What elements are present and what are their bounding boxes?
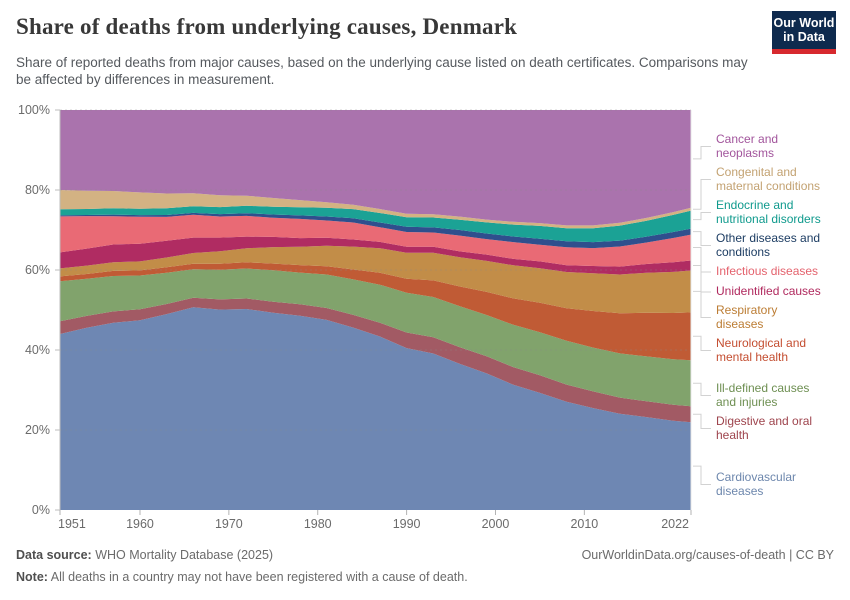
legend-item-illdefined[interactable]: Ill-defined causes and injuries: [716, 381, 848, 409]
area-endocrine[interactable]: [60, 205, 691, 243]
area-respiratory[interactable]: [60, 245, 691, 314]
page-title: Share of deaths from underlying causes, …: [16, 14, 518, 39]
y-tick-label-0: 0%: [31, 503, 50, 517]
chart-legend: Cancer and neoplasms Congenital and materna…: [716, 132, 848, 498]
legend-item-cardiovascular[interactable]: Cardiovascular diseases: [716, 470, 848, 498]
legend-item-cancer[interactable]: Cancer and neoplasms: [716, 132, 848, 160]
legend-connector-cardiovascular: [693, 465, 711, 485]
legend-connector-neurological: [693, 335, 711, 351]
legend-label-line: Ill-defined causes: [716, 381, 810, 395]
legend-label-line: diseases: [716, 483, 764, 498]
area-illdefined[interactable]: [60, 268, 691, 407]
owid-logo: Our World in Data: [772, 11, 836, 54]
legend-label-line: Cardiovascular: [716, 470, 797, 484]
area-neurological[interactable]: [60, 262, 691, 361]
x-tick-label-2010: 2010: [570, 517, 599, 531]
legend-label-line: Infectious diseases: [716, 264, 819, 278]
legend-label-line: mental health: [716, 349, 789, 364]
legend-label-line: Other diseases and: [716, 231, 821, 245]
y-tick-label-20: 20%: [24, 423, 50, 437]
legend-connector-illdefined: [693, 382, 711, 396]
legend-label-line: Digestive and oral: [716, 414, 813, 428]
footer-citation-link[interactable]: OurWorldinData.org/causes-of-death | CC …: [581, 548, 834, 562]
legend-connector-unidentified: [693, 265, 711, 293]
legend-connector-digestive: [693, 413, 711, 429]
owid-logo-line1: Our World: [773, 16, 835, 30]
legend-connector-other: [693, 231, 711, 246]
legend-label-line: Unidentified causes: [716, 283, 821, 298]
footer-datasource: Data source: WHO Mortality Database (202…: [16, 548, 273, 562]
x-tick-label-1960: 1960: [126, 517, 154, 531]
legend-item-neurological[interactable]: Neurological and mental health: [716, 336, 848, 364]
datasource-label: Data source:: [16, 548, 92, 562]
y-tick-label-100: 100%: [18, 103, 50, 117]
x-tick-label-2000: 2000: [481, 517, 510, 531]
legend-connector-congenital: [693, 179, 711, 210]
x-tick-label-2022: 2022: [661, 517, 689, 531]
area-digestive[interactable]: [60, 297, 691, 423]
legend-item-endocrine[interactable]: Endocrine and nutritional disorders: [716, 198, 848, 226]
legend-item-other[interactable]: Other diseases and conditions: [716, 231, 848, 259]
x-tick-label-1951: 1951: [58, 517, 86, 531]
legend-connector-respiratory: [693, 290, 711, 318]
area-infectious[interactable]: [60, 214, 691, 267]
legend-connector-cancer: [693, 146, 711, 160]
legend-item-digestive[interactable]: Digestive and oral health: [716, 414, 848, 442]
legend-item-congenital[interactable]: Congenital and maternal conditions: [716, 165, 848, 193]
legend-label-line: Neurological and: [716, 336, 807, 350]
legend-connector-endocrine: [693, 212, 711, 221]
legend-label-line: and injuries: [716, 394, 778, 409]
x-tick-label-1970: 1970: [214, 517, 243, 531]
legend-label-line: Cancer and: [716, 132, 779, 146]
datasource-value: WHO Mortality Database (2025): [95, 548, 274, 562]
legend-item-respiratory[interactable]: Respiratory diseases: [716, 303, 848, 331]
area-cancer[interactable]: [60, 110, 691, 226]
legend-label-line: neoplasms: [716, 145, 775, 160]
y-tick-label-80: 80%: [24, 183, 50, 197]
legend-label-line: conditions: [716, 244, 771, 259]
area-unidentified[interactable]: [60, 236, 691, 275]
area-other[interactable]: [60, 212, 691, 249]
y-tick-label-60: 60%: [24, 263, 50, 277]
legend-item-unidentified[interactable]: Unidentified causes: [716, 283, 848, 299]
x-tick-label-1990: 1990: [392, 517, 421, 531]
legend-label-line: Congenital and: [716, 165, 797, 179]
footer-note: Note: All deaths in a country may not ha…: [16, 570, 468, 584]
note-label: Note:: [16, 570, 48, 584]
legend-connector-infectious: [693, 247, 711, 273]
legend-label-line: diseases: [716, 316, 764, 331]
legend-label-line: Respiratory: [716, 303, 778, 317]
y-tick-label-40: 40%: [24, 343, 50, 357]
owid-logo-line2: in Data: [783, 30, 825, 44]
legend-label-line: maternal conditions: [716, 178, 821, 193]
area-congenital[interactable]: [60, 190, 691, 229]
note-value: All deaths in a country may not have bee…: [50, 570, 468, 584]
legend-label-line: nutritional disorders: [716, 211, 821, 226]
area-cardiovascular[interactable]: [60, 307, 691, 510]
chart-subtitle: Share of reported deaths from major caus…: [16, 55, 748, 87]
legend-item-infectious[interactable]: Infectious diseases: [716, 264, 848, 279]
x-tick-label-1980: 1980: [303, 517, 332, 531]
legend-label-line: health: [716, 427, 749, 442]
legend-label-line: Endocrine and: [716, 198, 794, 212]
